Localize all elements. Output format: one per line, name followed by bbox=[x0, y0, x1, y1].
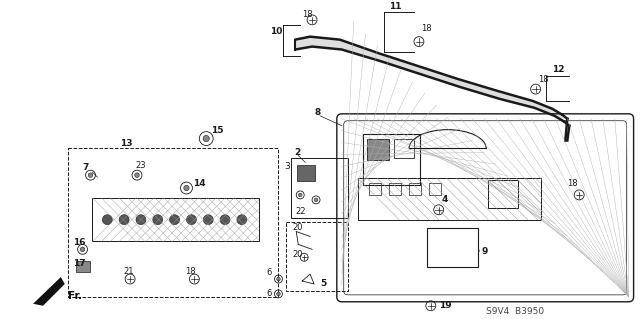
Circle shape bbox=[119, 215, 129, 225]
Text: 19: 19 bbox=[438, 301, 451, 310]
Bar bbox=[362, 134, 420, 185]
Circle shape bbox=[203, 136, 209, 142]
Text: 10: 10 bbox=[269, 27, 282, 36]
Text: 20: 20 bbox=[292, 223, 303, 232]
Circle shape bbox=[184, 185, 189, 191]
Polygon shape bbox=[33, 277, 65, 306]
Text: 2: 2 bbox=[294, 148, 301, 157]
Text: 18: 18 bbox=[538, 75, 548, 84]
Text: S9V4  B3950: S9V4 B3950 bbox=[486, 307, 544, 316]
Bar bbox=[369, 183, 381, 195]
Bar bbox=[358, 178, 541, 220]
Circle shape bbox=[314, 198, 318, 202]
Text: 7: 7 bbox=[83, 163, 89, 172]
Text: 3: 3 bbox=[284, 162, 290, 171]
Text: Fr.: Fr. bbox=[68, 291, 82, 301]
Circle shape bbox=[276, 277, 280, 281]
Bar bbox=[394, 138, 414, 158]
Text: 17: 17 bbox=[73, 259, 85, 268]
Text: 8: 8 bbox=[314, 108, 320, 117]
Text: 6: 6 bbox=[267, 289, 272, 298]
Text: 22: 22 bbox=[295, 207, 306, 216]
Text: 14: 14 bbox=[193, 179, 206, 188]
Text: 18: 18 bbox=[421, 24, 431, 33]
Circle shape bbox=[237, 215, 247, 225]
Text: 18: 18 bbox=[567, 179, 578, 188]
Bar bbox=[409, 183, 421, 195]
Text: 16: 16 bbox=[73, 238, 85, 247]
Text: 18: 18 bbox=[302, 11, 313, 19]
Circle shape bbox=[136, 215, 146, 225]
Bar bbox=[76, 261, 90, 272]
Circle shape bbox=[220, 215, 230, 225]
PathPatch shape bbox=[295, 37, 564, 122]
Bar bbox=[389, 183, 401, 195]
Circle shape bbox=[88, 173, 93, 177]
Circle shape bbox=[170, 215, 180, 225]
Text: 15: 15 bbox=[211, 126, 224, 135]
Circle shape bbox=[298, 193, 302, 197]
Text: 11: 11 bbox=[389, 3, 402, 11]
Text: 9: 9 bbox=[481, 247, 488, 256]
Text: 23: 23 bbox=[135, 161, 146, 170]
Bar bbox=[427, 227, 478, 267]
Text: 5: 5 bbox=[320, 279, 326, 288]
Text: 21: 21 bbox=[123, 267, 134, 276]
Bar bbox=[297, 165, 315, 181]
Circle shape bbox=[276, 292, 280, 296]
Bar bbox=[68, 148, 278, 297]
Bar bbox=[488, 180, 518, 208]
Circle shape bbox=[204, 215, 213, 225]
Circle shape bbox=[186, 215, 196, 225]
Text: 6: 6 bbox=[267, 268, 272, 277]
Circle shape bbox=[81, 247, 85, 252]
Text: 20: 20 bbox=[292, 250, 303, 259]
Text: 13: 13 bbox=[120, 139, 132, 148]
Text: 18: 18 bbox=[186, 267, 196, 276]
Circle shape bbox=[153, 215, 163, 225]
Circle shape bbox=[135, 173, 140, 177]
Text: 12: 12 bbox=[552, 65, 565, 74]
Text: 4: 4 bbox=[442, 196, 448, 204]
Bar bbox=[291, 158, 348, 218]
Circle shape bbox=[102, 215, 112, 225]
Bar bbox=[429, 183, 441, 195]
Bar bbox=[286, 222, 348, 291]
Bar bbox=[92, 198, 259, 241]
Bar bbox=[367, 138, 389, 160]
